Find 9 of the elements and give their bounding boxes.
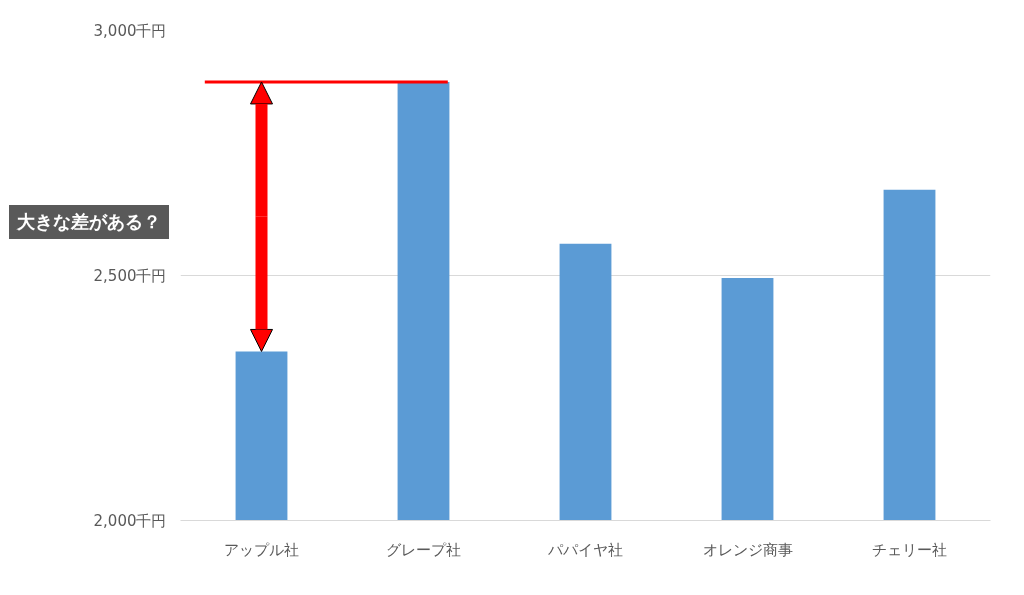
y-tick-label: 2,000千円	[93, 511, 167, 530]
x-tick-label: オレンジ商事	[702, 540, 793, 559]
text: 大きな差がある？	[17, 210, 161, 234]
x-tick-label: グレープ社	[386, 540, 461, 559]
y-tick-label: 2,500千円	[93, 266, 167, 285]
x-tick-label: チェリー社	[872, 540, 947, 559]
x-tick-label: アップル社	[224, 540, 299, 559]
x-tick-label: パパイヤ社	[547, 540, 623, 559]
y-tick-label: 3,000千円	[93, 21, 167, 40]
